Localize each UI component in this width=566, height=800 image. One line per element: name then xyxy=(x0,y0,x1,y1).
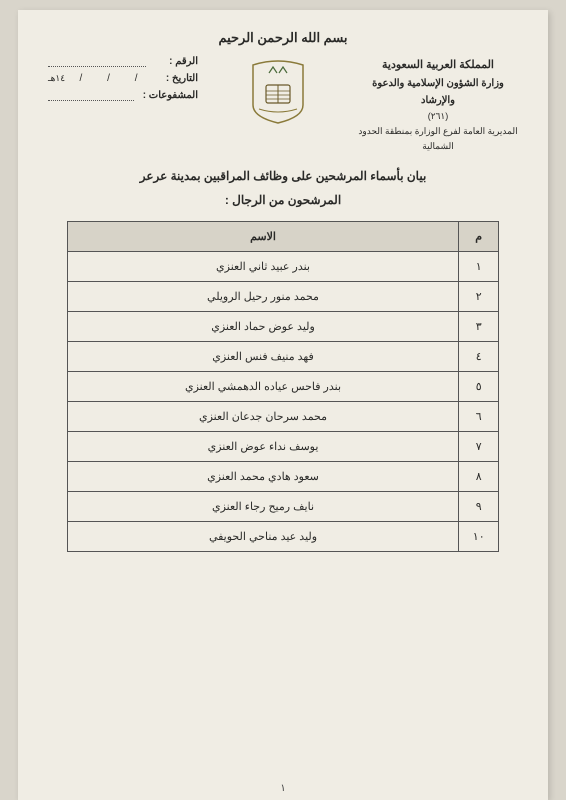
ref-number-field: الرقم : xyxy=(48,56,198,67)
date-field: التاريخ : / / / ١٤هـ xyxy=(48,73,198,84)
row-number: ٧ xyxy=(459,431,499,461)
letterhead: المملكة العربية السعودية وزارة الشؤون ال… xyxy=(48,56,518,155)
row-name: سعود هادي محمد العنزي xyxy=(67,461,458,491)
col-number: م xyxy=(459,221,499,251)
row-number: ١٠ xyxy=(459,521,499,551)
org-block: المملكة العربية السعودية وزارة الشؤون ال… xyxy=(358,56,518,155)
table-row: ١بندر عبيد ثاني العنزي xyxy=(67,251,498,281)
ref-label: الرقم : xyxy=(150,56,198,67)
date-label: التاريخ : xyxy=(150,73,198,84)
col-name: الاسم xyxy=(67,221,458,251)
row-name: نايف رميح رجاء العنزي xyxy=(67,491,458,521)
row-number: ٥ xyxy=(459,371,499,401)
document-title: بيان بأسماء المرشحين على وظائف المراقبين… xyxy=(48,169,518,183)
org-code: (٢٦١) xyxy=(358,109,518,124)
candidates-table: م الاسم ١بندر عبيد ثاني العنزي٢محمد منور… xyxy=(67,221,499,552)
attachments-field: المشفوعات : xyxy=(48,90,198,101)
row-number: ٢ xyxy=(459,281,499,311)
date-value: / / / xyxy=(67,73,150,84)
date-suffix: ١٤هـ xyxy=(48,73,65,84)
table-row: ٦محمد سرحان جدعان العنزي xyxy=(67,401,498,431)
attachments-value-line xyxy=(48,91,134,101)
table-row: ٤فهد منيف فنس العنزي xyxy=(67,341,498,371)
row-number: ٤ xyxy=(459,341,499,371)
row-name: يوسف نداء عوض العنزي xyxy=(67,431,458,461)
table-row: ٥بندر فاحس عياده الدهمشي العنزي xyxy=(67,371,498,401)
row-name: محمد سرحان جدعان العنزي xyxy=(67,401,458,431)
row-number: ١ xyxy=(459,251,499,281)
page-number: ١ xyxy=(18,783,548,794)
table-header-row: م الاسم xyxy=(67,221,498,251)
table-row: ٩نايف رميح رجاء العنزي xyxy=(67,491,498,521)
ministry-emblem-icon xyxy=(248,56,308,126)
row-name: وليد عوض حماد العنزي xyxy=(67,311,458,341)
table-row: ٣وليد عوض حماد العنزي xyxy=(67,311,498,341)
table-row: ١٠وليد عيد مناحي الحويفي xyxy=(67,521,498,551)
bismillah: بسم الله الرحمن الرحيم xyxy=(48,30,518,46)
country-name: المملكة العربية السعودية xyxy=(358,56,518,75)
row-name: فهد منيف فنس العنزي xyxy=(67,341,458,371)
row-name: بندر فاحس عياده الدهمشي العنزي xyxy=(67,371,458,401)
row-number: ٦ xyxy=(459,401,499,431)
row-number: ٨ xyxy=(459,461,499,491)
row-name: وليد عيد مناحي الحويفي xyxy=(67,521,458,551)
document-page: بسم الله الرحمن الرحيم المملكة العربية ا… xyxy=(18,10,548,800)
table-row: ٨سعود هادي محمد العنزي xyxy=(67,461,498,491)
ref-value-line xyxy=(48,57,146,67)
attachments-label: المشفوعات : xyxy=(138,90,198,101)
ministry-name: وزارة الشؤون الإسلامية والدعوة والإرشاد xyxy=(358,75,518,109)
row-name: محمد منور رحيل الرويلي xyxy=(67,281,458,311)
ref-block: الرقم : التاريخ : / / / ١٤هـ المشفوعات : xyxy=(48,56,198,107)
table-row: ٧يوسف نداء عوض العنزي xyxy=(67,431,498,461)
row-number: ٩ xyxy=(459,491,499,521)
row-number: ٣ xyxy=(459,311,499,341)
row-name: بندر عبيد ثاني العنزي xyxy=(67,251,458,281)
table-row: ٢محمد منور رحيل الرويلي xyxy=(67,281,498,311)
branch-name: المديرية العامة لفرع الوزارة بمنطقة الحد… xyxy=(358,124,518,155)
document-subtitle: المرشحون من الرجال : xyxy=(48,193,518,207)
